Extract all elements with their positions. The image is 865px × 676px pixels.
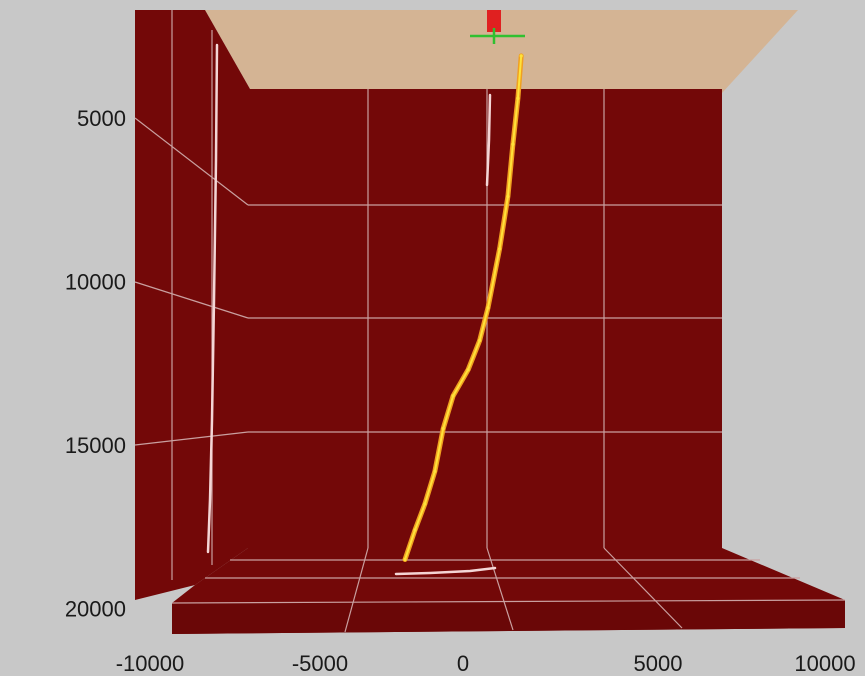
left-wall-projection [206,43,219,554]
y-tick-label: 5000 [77,106,126,131]
trajectory-point [506,194,510,199]
grid-line [134,117,249,206]
back-wall-projection [485,93,492,187]
x-tick-label: 5000 [634,651,683,676]
series-layer [402,53,524,562]
grid-line [134,281,249,319]
trajectory-point [423,502,427,506]
trajectory-point [413,528,417,532]
grid-line [171,599,846,604]
trajectory-point [466,368,470,372]
trajectory-point [451,394,455,398]
x-axis-ticks: -10000 -5000 0 5000 10000 [116,651,856,676]
x-tick-label: 10000 [794,651,855,676]
trajectory-point [519,54,523,58]
x-tick-label: 0 [457,651,469,676]
y-tick-label: 10000 [65,270,126,295]
grid-line [344,547,369,633]
top-surface [205,10,798,93]
floor-projection [394,566,497,576]
y-axis-ticks: 5000 10000 15000 20000 [65,106,126,622]
x-tick-label: -10000 [116,651,185,676]
trajectory-projections [206,43,497,576]
trajectory-point [441,427,445,431]
y-tick-label: 20000 [65,597,126,622]
rig-body [487,10,501,32]
grid-line [486,547,514,631]
trajectory-point [433,469,437,473]
left-wall [135,10,250,600]
trajectory-point [403,557,407,562]
x-tick-label: -5000 [292,651,348,676]
trajectory-point [486,306,490,310]
y-tick-label: 15000 [65,433,126,458]
trajectory-line-core [404,54,523,561]
trajectory-point [498,247,502,251]
grid-line [134,431,249,446]
drilling-rig-icon [470,10,525,44]
trajectory-point [511,142,515,146]
trajectory-point [478,338,482,342]
grid-line [603,547,683,629]
trajectory-point [516,96,520,100]
